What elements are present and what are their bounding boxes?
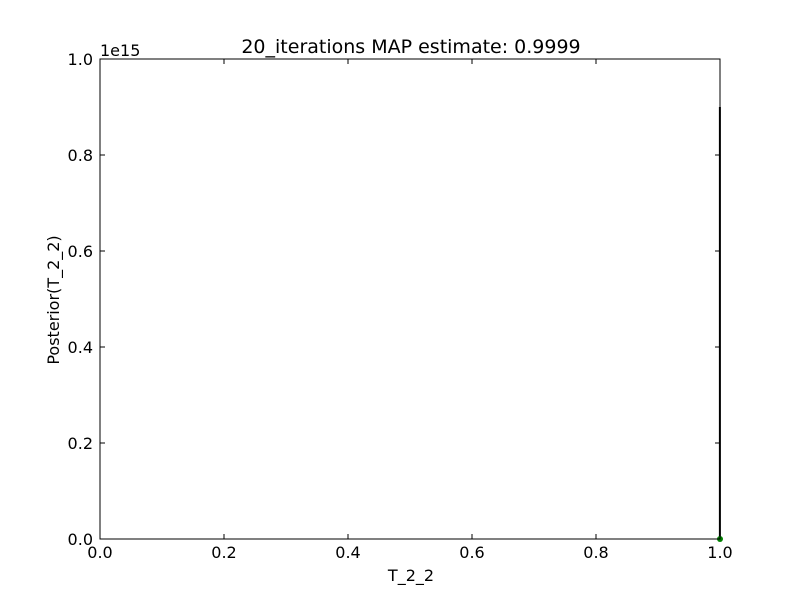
x-tick-label: 0.4 <box>335 543 360 562</box>
y-tick-label: 0.4 <box>68 338 93 357</box>
x-tick-label: 1.0 <box>707 543 732 562</box>
plot-area: 0.0 0.2 0.4 0.6 0.8 1.0 0.0 0.2 0.4 0.6 0.8 1.0 <box>68 50 733 562</box>
plot-background <box>100 59 720 539</box>
y-offset-label: 1e15 <box>100 41 140 60</box>
x-tick-label: 0.0 <box>87 543 112 562</box>
x-tick-label: 0.8 <box>583 543 608 562</box>
x-tick-label: 0.2 <box>211 543 236 562</box>
y-tick-label: 1.0 <box>68 50 93 69</box>
y-tick-label: 0.8 <box>68 146 93 165</box>
chart-title: 20_iterations MAP estimate: 0.9999 <box>241 36 580 58</box>
plot-frame <box>99 58 721 540</box>
x-tick-label: 0.6 <box>459 543 484 562</box>
x-axis-title: T_2_2 <box>387 566 434 586</box>
y-tick-label: 0.6 <box>68 242 93 261</box>
y-tick-label: 0.2 <box>68 434 93 453</box>
y-tick-label: 0.0 <box>68 530 93 549</box>
y-axis-title: Posterior(T_2_2) <box>44 235 64 364</box>
